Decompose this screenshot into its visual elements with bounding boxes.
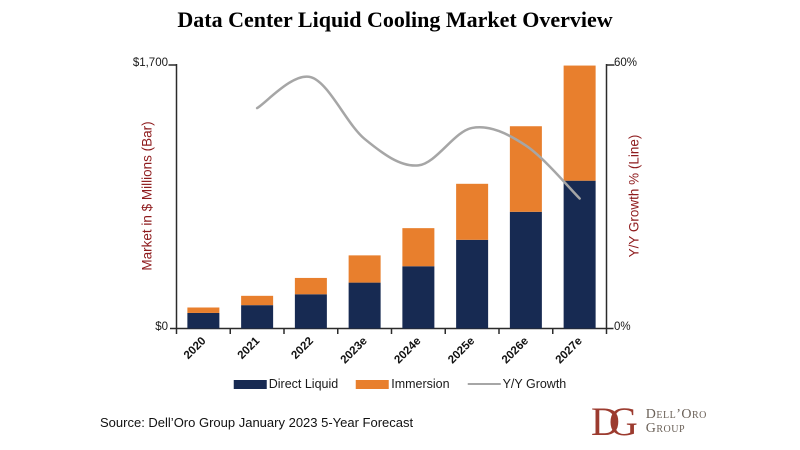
direct-liquid-swatch-icon xyxy=(233,379,267,389)
bar-segment-direct-liquid-2027e xyxy=(563,180,596,329)
immersion-swatch-icon xyxy=(356,379,390,389)
bar-segment-immersion-2020 xyxy=(187,307,220,313)
delloro-logo-text: Dell’Oro Group xyxy=(646,408,707,436)
left-axis-title: Market in $ Millions (Bar) xyxy=(139,121,155,271)
x-axis-label-2026e: 2026e xyxy=(500,335,531,366)
legend-label: Y/Y Growth xyxy=(502,377,567,391)
bar-segment-immersion-2024e xyxy=(402,228,435,267)
bar-segment-direct-liquid-2022 xyxy=(294,294,327,329)
legend-label: Immersion xyxy=(391,377,450,391)
yy-growth-line xyxy=(255,75,581,200)
bar-segment-direct-liquid-2025e xyxy=(456,239,489,329)
delloro-monogram-icon: DG xyxy=(591,399,638,444)
bar-segment-immersion-2027e xyxy=(563,65,596,181)
x-axis-label-2023e: 2023e xyxy=(339,335,370,366)
bar-segment-direct-liquid-2026e xyxy=(509,211,542,329)
source-note: Source: Dell’Oro Group January 2023 5-Ye… xyxy=(100,415,414,430)
legend-label: Direct Liquid xyxy=(268,377,339,391)
left-axis-max-label: $1,700 xyxy=(132,57,168,69)
bar-segment-immersion-2022 xyxy=(294,277,327,295)
logo-text-line1: Dell’Oro xyxy=(645,407,707,422)
bar-segment-direct-liquid-2021 xyxy=(241,305,274,329)
x-axis-label-2025e: 2025e xyxy=(446,335,477,366)
chart-title: Data Center Liquid Cooling Market Overvi… xyxy=(177,7,613,32)
x-axis-label-2022: 2022 xyxy=(289,335,316,362)
right-axis-max-label: 60% xyxy=(614,57,638,69)
bar-segment-direct-liquid-2023e xyxy=(348,282,381,329)
x-axis-label-2020: 2020 xyxy=(182,335,209,362)
right-axis-min-label: 0% xyxy=(614,321,631,333)
x-axis-label-2027e: 2027e xyxy=(554,335,585,366)
bar-segment-immersion-2026e xyxy=(509,126,542,212)
bar-segment-immersion-2021 xyxy=(241,295,274,306)
bar-segment-direct-liquid-2024e xyxy=(402,266,435,329)
y-y-growth-swatch-icon xyxy=(467,382,501,386)
legend-item-direct-liquid: Direct Liquid xyxy=(233,377,339,391)
bar-segment-immersion-2023e xyxy=(348,255,381,283)
delloro-logo: DG Dell’Oro Group xyxy=(591,399,707,444)
bar-segment-immersion-2025e xyxy=(456,183,489,240)
logo-text-line2: Group xyxy=(645,421,686,436)
x-axis-label-2021: 2021 xyxy=(236,335,263,362)
bar-segment-direct-liquid-2020 xyxy=(187,312,220,329)
x-axis-label-2024e: 2024e xyxy=(392,335,423,366)
legend-item-immersion: Immersion xyxy=(356,377,450,391)
legend-item-y-y-growth: Y/Y Growth xyxy=(467,377,567,391)
chart-legend: Direct Liquid Immersion Y/Y Growth xyxy=(233,377,567,391)
left-axis-min-label: $0 xyxy=(155,321,168,333)
right-axis-title: Y/Y Growth % (Line) xyxy=(626,134,642,258)
